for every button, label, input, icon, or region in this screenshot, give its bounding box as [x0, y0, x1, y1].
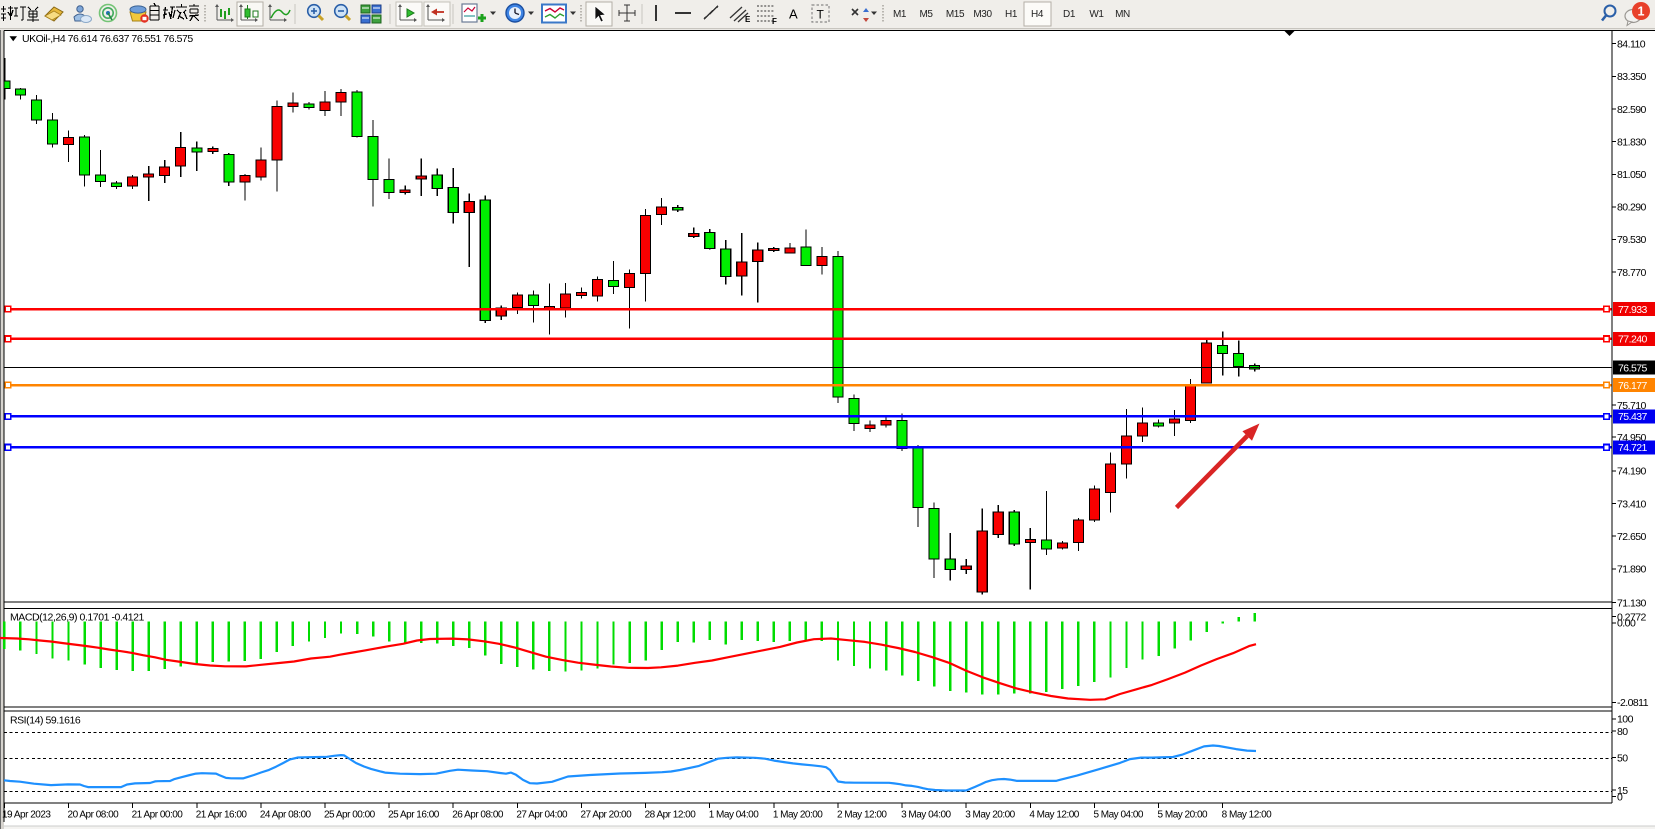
- svg-text:25 Apr 00:00: 25 Apr 00:00: [324, 810, 376, 821]
- svg-text:M30: M30: [973, 9, 992, 20]
- svg-text:RSI(14) 59.1616: RSI(14) 59.1616: [10, 715, 81, 727]
- svg-text:77.933: 77.933: [1618, 304, 1648, 316]
- svg-text:81.050: 81.050: [1617, 169, 1647, 181]
- svg-text:W1: W1: [1089, 9, 1104, 20]
- svg-text:75.710: 75.710: [1617, 400, 1647, 412]
- svg-text:76.575: 76.575: [1618, 362, 1648, 374]
- svg-text:MACD(12,26,9) 0.1701 -0.4121: MACD(12,26,9) 0.1701 -0.4121: [10, 612, 145, 624]
- svg-text:D1: D1: [1063, 9, 1076, 20]
- svg-text:0.00: 0.00: [1617, 618, 1636, 630]
- svg-text:80.290: 80.290: [1617, 202, 1647, 214]
- svg-text:MN: MN: [1115, 9, 1130, 20]
- svg-text:15: 15: [1617, 785, 1628, 797]
- svg-text:83.350: 83.350: [1617, 71, 1647, 83]
- svg-text:74.190: 74.190: [1617, 466, 1647, 478]
- svg-text:21 Apr 00:00: 21 Apr 00:00: [132, 810, 184, 821]
- svg-text:78.770: 78.770: [1617, 267, 1647, 279]
- svg-text:76.177: 76.177: [1618, 380, 1648, 392]
- svg-text:82.590: 82.590: [1617, 104, 1647, 116]
- svg-text:0.2772: 0.2772: [1617, 611, 1647, 623]
- svg-text:71.890: 71.890: [1617, 564, 1647, 576]
- svg-text:1: 1: [1638, 5, 1645, 19]
- svg-text:75.437: 75.437: [1618, 411, 1648, 423]
- svg-text:71.130: 71.130: [1617, 597, 1647, 609]
- svg-text:81.830: 81.830: [1617, 137, 1647, 149]
- svg-text:74.721: 74.721: [1618, 442, 1648, 454]
- svg-text:3 May 20:00: 3 May 20:00: [965, 810, 1015, 821]
- svg-text:79.530: 79.530: [1617, 234, 1647, 246]
- svg-text:25 Apr 16:00: 25 Apr 16:00: [388, 810, 440, 821]
- svg-text:100: 100: [1617, 714, 1634, 726]
- svg-text:-2.0811: -2.0811: [1617, 697, 1649, 709]
- svg-text:2 May 12:00: 2 May 12:00: [837, 810, 887, 821]
- svg-text:19 Apr 2023: 19 Apr 2023: [2, 810, 51, 821]
- svg-text:24 Apr 08:00: 24 Apr 08:00: [260, 810, 312, 821]
- svg-text:5 May 04:00: 5 May 04:00: [1093, 810, 1143, 821]
- svg-text:A: A: [789, 7, 798, 22]
- svg-text:72.650: 72.650: [1617, 531, 1647, 543]
- svg-text:20 Apr 08:00: 20 Apr 08:00: [68, 810, 120, 821]
- svg-text:1 May 04:00: 1 May 04:00: [709, 810, 759, 821]
- svg-text:5 May 20:00: 5 May 20:00: [1158, 810, 1208, 821]
- svg-text:50: 50: [1617, 752, 1628, 764]
- svg-text:80: 80: [1617, 726, 1628, 738]
- svg-text:F: F: [772, 17, 777, 26]
- svg-text:27 Apr 20:00: 27 Apr 20:00: [580, 810, 632, 821]
- svg-text:M15: M15: [946, 9, 965, 20]
- svg-text:M5: M5: [919, 9, 933, 20]
- svg-text:E: E: [745, 15, 751, 24]
- svg-text:21 Apr 16:00: 21 Apr 16:00: [196, 810, 248, 821]
- svg-text:4 May 12:00: 4 May 12:00: [1029, 810, 1079, 821]
- svg-text:H1: H1: [1005, 9, 1018, 20]
- svg-text:UKOil-,H4 76.614 76.637 76.55: UKOil-,H4 76.614 76.637 76.551 76.575: [22, 33, 193, 45]
- svg-text:73.410: 73.410: [1617, 498, 1647, 510]
- svg-text:84.110: 84.110: [1617, 39, 1646, 51]
- svg-text:0: 0: [1617, 791, 1623, 803]
- svg-text:8 May 12:00: 8 May 12:00: [1222, 810, 1272, 821]
- svg-text:26 Apr 08:00: 26 Apr 08:00: [452, 810, 504, 821]
- svg-text:28 Apr 12:00: 28 Apr 12:00: [645, 810, 697, 821]
- svg-text:M1: M1: [893, 9, 907, 20]
- svg-text:27 Apr 04:00: 27 Apr 04:00: [516, 810, 568, 821]
- svg-text:3 May 04:00: 3 May 04:00: [901, 810, 951, 821]
- svg-text:1 May 20:00: 1 May 20:00: [773, 810, 823, 821]
- svg-text:H4: H4: [1031, 9, 1044, 20]
- svg-text:77.240: 77.240: [1618, 334, 1648, 346]
- svg-text:T: T: [817, 8, 825, 22]
